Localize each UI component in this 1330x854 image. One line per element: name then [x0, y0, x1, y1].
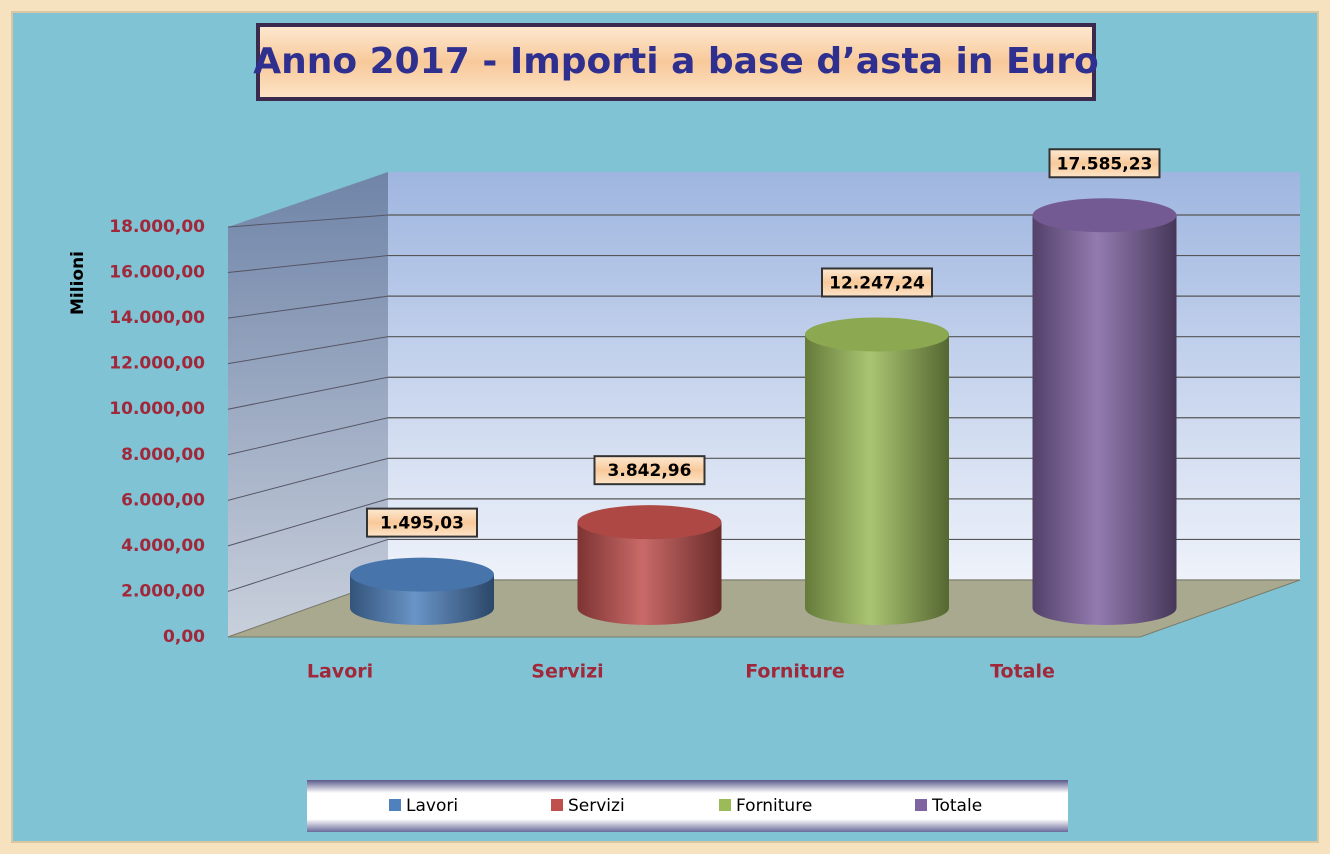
legend-swatch — [915, 799, 927, 811]
value-label-box — [593, 455, 706, 486]
side-grid-line — [227, 498, 389, 547]
value-label-box — [1048, 148, 1161, 179]
bar-top — [577, 505, 722, 540]
value-label: 12.247,24 — [829, 273, 925, 293]
y-tick-label: 16.000,00 — [109, 263, 205, 283]
legend-label: Totale — [931, 796, 982, 816]
bar-top — [1032, 198, 1177, 233]
legend-label: Servizi — [568, 796, 625, 816]
y-tick-label: 18.000,00 — [109, 217, 205, 237]
bar — [805, 334, 949, 608]
value-label-box — [366, 507, 478, 538]
y-tick-label: 8.000,00 — [121, 445, 205, 465]
x-tick-label: Lavori — [307, 661, 373, 683]
legend-label: Forniture — [736, 796, 812, 816]
side-grid-line — [227, 417, 389, 456]
chart-title: Anno 2017 - Importi a base d’asta in Eur… — [253, 41, 1099, 82]
side-grid-line — [227, 295, 389, 319]
side-grid-line — [227, 538, 389, 592]
value-label: 1.495,03 — [380, 514, 464, 534]
y-axis-label: Milioni — [68, 251, 88, 315]
legend-box — [307, 780, 1068, 832]
bar — [1032, 215, 1177, 609]
bar-top — [350, 557, 494, 592]
value-label-box — [821, 267, 933, 298]
bar-top — [805, 317, 949, 352]
side-grid-line — [227, 214, 389, 228]
legend-swatch — [551, 799, 563, 811]
legend-swatch — [719, 799, 731, 811]
y-tick-label: 2.000,00 — [121, 581, 205, 601]
title-box — [256, 23, 1096, 101]
legend-swatch — [389, 799, 401, 811]
x-tick-label: Forniture — [745, 661, 845, 683]
y-tick-label: 6.000,00 — [121, 490, 205, 510]
floor — [227, 579, 1301, 638]
y-tick-label: 0,00 — [163, 627, 205, 647]
side-grid-line — [227, 336, 389, 365]
side-grid-line — [227, 457, 389, 501]
value-label: 3.842,96 — [608, 461, 692, 481]
value-label: 17.585,23 — [1057, 154, 1153, 174]
side-grid-line — [227, 376, 389, 410]
side-grid-line — [227, 255, 389, 274]
y-tick-label: 10.000,00 — [109, 399, 205, 419]
legend-label: Lavori — [406, 796, 458, 816]
x-tick-label: Totale — [990, 661, 1055, 683]
side-wall — [228, 172, 388, 637]
y-tick-label: 4.000,00 — [121, 536, 205, 556]
x-tick-label: Servizi — [531, 661, 603, 683]
y-tick-label: 12.000,00 — [109, 354, 205, 374]
y-tick-label: 14.000,00 — [109, 308, 205, 328]
